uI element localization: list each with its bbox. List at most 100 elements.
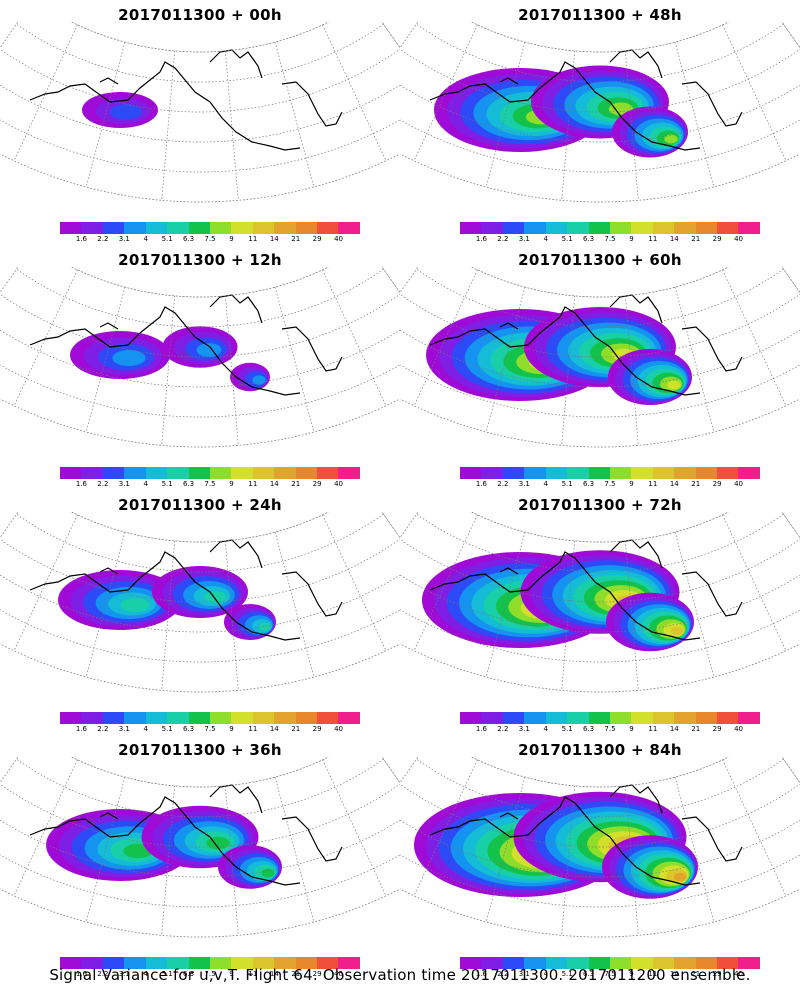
meridian-line (274, 777, 315, 923)
colorbar-tick-label: 21 (291, 480, 301, 488)
latitude-line (400, 48, 800, 113)
colorbar (60, 712, 360, 724)
colorbar-tick-label: 5.1 (161, 480, 173, 488)
latitude-line (0, 398, 400, 448)
colorbar-segment (695, 712, 718, 724)
colorbar-segment (295, 712, 318, 724)
panel-title: 2017011300 + 12h (118, 251, 282, 269)
colorbar-tick-label: 5.1 (161, 725, 173, 733)
latitude-line (470, 22, 730, 53)
latitude-line (0, 643, 400, 693)
meridian-line (722, 514, 787, 651)
meridian-line (624, 540, 639, 691)
colorbar-segment (102, 222, 125, 234)
colorbar-tick-label: 14 (669, 970, 679, 978)
coastline (429, 539, 743, 641)
colorbar-segment (695, 222, 718, 234)
colorbar-segment (124, 957, 146, 969)
colorbar-tick-label: 6.3 (582, 970, 595, 978)
meridian-line (161, 540, 176, 691)
polar-map (400, 512, 800, 693)
colorbar-tick-label: 6.3 (182, 725, 195, 733)
colorbar-segment (317, 467, 339, 479)
meridian-line (674, 287, 715, 433)
panel-title: 2017011300 + 00h (118, 6, 282, 24)
colorbar-tick-label: 40 (334, 725, 344, 733)
latitude-line (400, 364, 800, 418)
colorbar-segment (102, 957, 125, 969)
colorbar-tick-label: 1.6 (475, 235, 487, 243)
colorbar-segment (738, 467, 760, 479)
latitude-line (0, 153, 400, 203)
meridian-line (624, 295, 639, 446)
colorbar-segment (567, 712, 589, 724)
map-boundary (400, 267, 800, 448)
colorbar-segment (588, 957, 610, 969)
colorbar-tick-label: 1.6 (75, 480, 87, 488)
colorbar-tick-label: 14 (269, 480, 279, 488)
colorbar-tick-label: 4 (143, 480, 148, 488)
panel-title: 2017011300 + 84h (518, 741, 682, 759)
colorbar-segment (695, 467, 718, 479)
map-boundary (0, 22, 400, 203)
colorbar-segment (188, 222, 210, 234)
meridian-line (224, 50, 239, 201)
meridian-line (674, 532, 715, 678)
colorbar-tick-label: 9 (629, 970, 634, 978)
colorbar-tick-label: 11 (248, 725, 258, 733)
meridian-line (0, 757, 19, 784)
meridian-line (85, 532, 126, 678)
colorbar-segment (502, 957, 525, 969)
colorbar-segment (524, 957, 546, 969)
colorbar-tick-label: 40 (334, 970, 344, 978)
colorbar-segment (545, 467, 568, 479)
colorbar-tick-label: 3.1 (518, 970, 530, 978)
latitude-line (400, 783, 800, 848)
colorbar-segment (674, 712, 696, 724)
colorbar-tick-label: 4 (543, 725, 548, 733)
latitude-line (0, 364, 400, 418)
colorbar-tick-label: 29 (312, 970, 322, 978)
meridian-line (561, 50, 576, 201)
meridian-line (781, 267, 800, 294)
variance-contour (667, 380, 681, 390)
latitude-line (400, 574, 800, 633)
colorbar-segment (81, 712, 103, 724)
forecast-panel: 2017011300 + 84h 1.6 2.2 3.1 4 5.1 6.3 7.5 9 11 14… (400, 735, 800, 980)
colorbar-tick-label: 4 (143, 235, 148, 243)
colorbar-segment (317, 222, 339, 234)
colorbar-segment (81, 222, 103, 234)
variance-field (434, 65, 688, 158)
colorbar-segment (460, 467, 482, 479)
meridian-line (274, 287, 315, 433)
meridian-line (722, 24, 787, 161)
colorbar-segment (60, 222, 82, 234)
polar-map (0, 267, 400, 448)
colorbar-tick-label: 14 (269, 970, 279, 978)
colorbar-segment (209, 222, 232, 234)
colorbar-segment (252, 467, 275, 479)
colorbar-tick-label: 1.6 (75, 235, 87, 243)
colorbar-tick-label: 40 (734, 480, 744, 488)
colorbar-segment (502, 222, 525, 234)
colorbar-segment (717, 957, 739, 969)
forecast-panel: 2017011300 + 36h 1.6 2.2 3.1 4 5.1 6.3 7.5 9 11 14… (0, 735, 400, 980)
latitude-line (400, 854, 800, 908)
latitude-line (16, 513, 384, 573)
colorbar-tick-label: 3.1 (118, 970, 130, 978)
colorbar-segment (338, 222, 360, 234)
colorbar-tick-label: 9 (629, 725, 634, 733)
colorbar-tick-label: 29 (712, 970, 722, 978)
colorbar-segment (209, 467, 232, 479)
colorbar-segment (317, 957, 339, 969)
colorbar-tick-label: 4 (543, 235, 548, 243)
colorbar-labels: 1.6 2.2 3.1 4 5.1 6.3 7.5 9 11 14 21 29 40 (60, 725, 360, 735)
colorbar-segment (460, 222, 482, 234)
colorbar-labels: 1.6 2.2 3.1 4 5.1 6.3 7.5 9 11 14 21 29 40 (460, 235, 760, 245)
colorbar-segment (167, 957, 189, 969)
colorbar-segment (588, 222, 610, 234)
latitude-line (0, 48, 400, 113)
colorbar-tick-label: 21 (291, 970, 301, 978)
meridian-line (322, 24, 387, 161)
colorbar (60, 957, 360, 969)
